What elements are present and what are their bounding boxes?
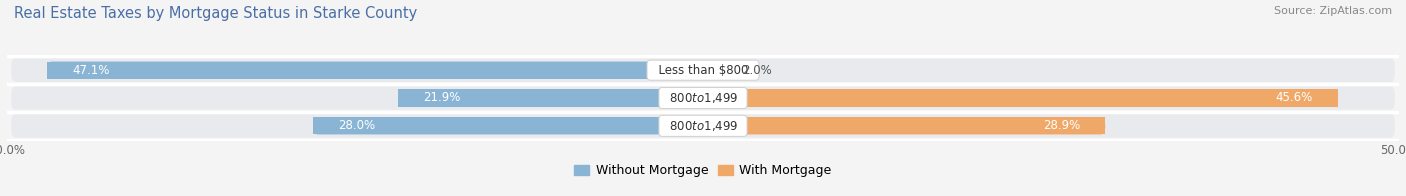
Text: 2.0%: 2.0% — [742, 64, 772, 77]
Bar — [703, 62, 731, 79]
Bar — [703, 89, 1337, 107]
Text: Real Estate Taxes by Mortgage Status in Starke County: Real Estate Taxes by Mortgage Status in … — [14, 6, 418, 21]
Text: Less than $800: Less than $800 — [651, 64, 755, 77]
FancyBboxPatch shape — [48, 62, 703, 79]
Legend: Without Mortgage, With Mortgage: Without Mortgage, With Mortgage — [569, 159, 837, 182]
FancyBboxPatch shape — [314, 117, 703, 134]
Bar — [48, 62, 703, 79]
Bar — [314, 117, 703, 134]
FancyBboxPatch shape — [11, 58, 1395, 82]
Text: 47.1%: 47.1% — [73, 64, 110, 77]
FancyBboxPatch shape — [398, 89, 703, 107]
Bar — [703, 117, 1105, 134]
FancyBboxPatch shape — [11, 114, 1395, 138]
FancyBboxPatch shape — [703, 89, 1337, 107]
Text: $800 to $1,499: $800 to $1,499 — [662, 91, 744, 105]
FancyBboxPatch shape — [703, 117, 1105, 134]
Bar — [398, 89, 703, 107]
FancyBboxPatch shape — [703, 62, 731, 79]
Text: 28.0%: 28.0% — [339, 119, 375, 132]
Text: Source: ZipAtlas.com: Source: ZipAtlas.com — [1274, 6, 1392, 16]
Text: 28.9%: 28.9% — [1043, 119, 1080, 132]
Text: $800 to $1,499: $800 to $1,499 — [662, 119, 744, 133]
Text: 21.9%: 21.9% — [423, 92, 461, 104]
Text: 45.6%: 45.6% — [1275, 92, 1313, 104]
FancyBboxPatch shape — [11, 86, 1395, 110]
